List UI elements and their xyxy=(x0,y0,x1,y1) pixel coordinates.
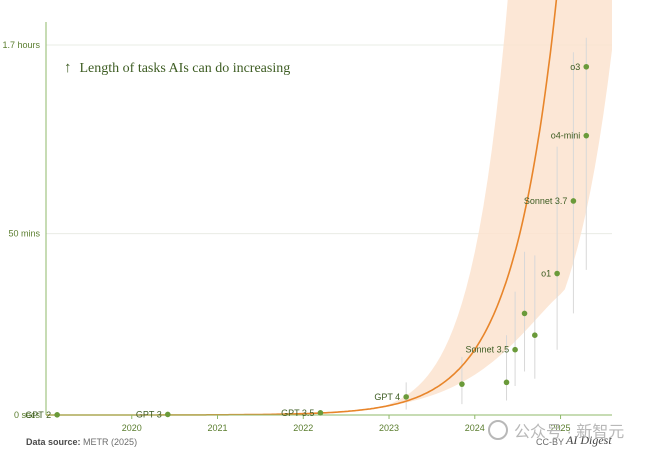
wechat-icon xyxy=(488,420,508,440)
data-point xyxy=(554,270,560,277)
data-point xyxy=(459,381,465,387)
watermark: 公众号 · 新智元 xyxy=(488,418,624,442)
confidence-band xyxy=(46,0,612,415)
data-point xyxy=(532,332,538,338)
point-label: o3 xyxy=(570,62,580,72)
y-tick-label: 50 mins xyxy=(8,229,40,239)
brand-logo: AI Digest xyxy=(566,433,612,447)
x-tick-label: 2023 xyxy=(379,423,399,433)
point-label: Sonnet 3.5 xyxy=(466,345,510,355)
data-point xyxy=(583,132,590,139)
data-source: Data source: METR (2025) xyxy=(26,437,137,447)
data-point xyxy=(570,198,577,204)
point-label: o1 xyxy=(541,269,551,279)
watermark-text: 公众号 · 新智元 xyxy=(514,424,625,441)
x-tick-label: 2021 xyxy=(207,423,227,433)
point-label: GPT 2 xyxy=(25,410,51,420)
data-point xyxy=(317,410,324,416)
point-label: GPT 4 xyxy=(374,392,400,402)
x-tick-label: 2024 xyxy=(465,423,485,433)
chart-title-text: Length of tasks AIs can do increasing xyxy=(79,61,291,76)
point-label: o4-mini xyxy=(551,131,581,141)
data-point xyxy=(512,346,518,353)
x-tick-label: 2025 xyxy=(551,423,571,433)
data-source-label: Data source: xyxy=(26,437,81,447)
x-tick-label: 2022 xyxy=(293,423,313,433)
data-point xyxy=(403,394,409,400)
data-point xyxy=(54,412,60,418)
up-arrow-icon: ↑ xyxy=(64,60,72,76)
data-source-value: METR (2025) xyxy=(83,437,138,447)
data-point xyxy=(583,63,590,70)
data-point xyxy=(503,379,510,386)
x-tick-label: 2020 xyxy=(122,423,142,433)
data-point xyxy=(521,310,528,317)
point-label: GPT 3.5 xyxy=(281,408,314,418)
license-label: CC-BY xyxy=(536,437,565,447)
point-label: Sonnet 3.7 xyxy=(524,196,568,206)
y-tick-label: 0 secs xyxy=(14,410,41,420)
data-point xyxy=(164,411,171,418)
y-tick-label: 1.7 hours xyxy=(2,40,40,50)
point-label: GPT 3 xyxy=(136,409,162,419)
chart-title: ↑ Length of tasks AIs can do increasing xyxy=(64,60,290,77)
